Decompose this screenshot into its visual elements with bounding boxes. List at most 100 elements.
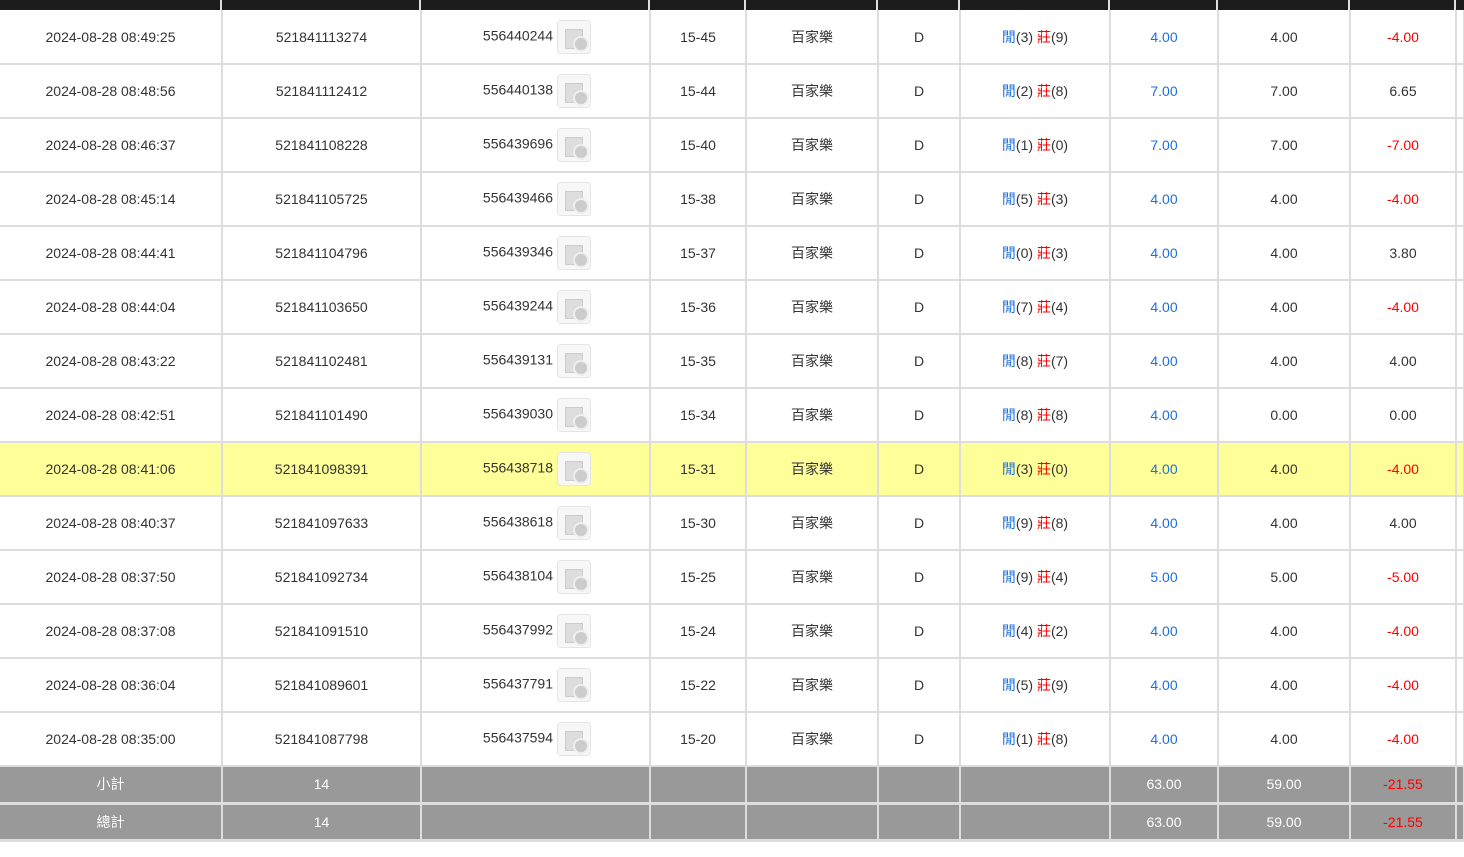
result-cell: 閒(9) 莊(4) [960,550,1111,605]
round-id-cell: 556439131 [421,334,651,389]
bet-id: 521841112412 [222,64,422,119]
table-number: 15-35 [650,334,747,389]
banker-score: (9) [1050,28,1069,45]
player-label: 閒 [1001,245,1016,261]
game-name: 百家樂 [746,64,879,119]
video-replay-icon[interactable] [557,722,591,756]
bet-amount: 4.00 [1110,334,1219,389]
win-loss: -4.00 [1350,172,1457,227]
player-label: 閒 [1001,461,1016,477]
round-id-cell: 556438618 [421,496,651,551]
table-number: 15-40 [650,118,747,173]
subtotal-count: 14 [222,766,422,805]
round-id: 556438618 [482,513,553,530]
player-label: 閒 [1001,677,1016,693]
table-number: 15-36 [650,280,747,335]
video-replay-icon[interactable] [557,560,591,594]
empty-cell [421,766,651,805]
video-replay-icon[interactable] [557,668,591,702]
video-replay-icon[interactable] [557,182,591,216]
win-loss: -4.00 [1350,442,1457,497]
banker-label: 莊 [1036,407,1051,423]
valid-amount: 4.00 [1218,712,1351,767]
video-replay-icon[interactable] [557,506,591,540]
table-number: 15-25 [650,550,747,605]
video-replay-icon[interactable] [557,614,591,648]
edge [1456,712,1464,767]
table-row: 2024-08-28 08:48:56 521841112412 556440138… [0,64,1464,119]
round-id-cell: 556440138 [421,64,651,119]
game-name: 百家樂 [746,118,879,173]
player-score: (5) [1015,677,1034,693]
round-id-cell: 556437594 [421,712,651,767]
subtotal-label: 小計 [0,766,223,805]
table-row: 2024-08-28 08:46:37 521841108228 556439696… [0,118,1464,173]
video-replay-icon[interactable] [557,19,591,54]
banker-score: (3) [1050,191,1069,207]
bet-amount: 4.00 [1110,388,1219,443]
player-score: (5) [1015,191,1034,207]
banker-label: 莊 [1036,461,1051,477]
edge [1456,280,1464,335]
bet-type: D [878,550,961,605]
banker-label: 莊 [1036,731,1051,747]
empty-cell [960,766,1111,805]
valid-amount: 4.00 [1218,658,1351,713]
video-replay-icon[interactable] [557,290,591,324]
win-loss: 6.65 [1350,64,1457,119]
valid-amount: 4.00 [1218,280,1351,335]
video-replay-icon[interactable] [557,398,591,432]
banker-label: 莊 [1036,623,1051,639]
bet-amount: 4.00 [1110,10,1219,65]
result-cell: 閒(3) 莊(0) [960,442,1111,497]
empty-cell [650,766,747,805]
valid-amount: 4.00 [1218,334,1351,389]
video-replay-icon[interactable] [557,128,591,162]
round-id: 556439131 [482,351,553,368]
result-cell: 閒(7) 莊(4) [960,280,1111,335]
round-id: 556438718 [482,459,553,476]
bet-time: 2024-08-28 08:40:37 [0,496,223,551]
player-score: (0) [1015,245,1034,261]
bet-time: 2024-08-28 08:43:22 [0,334,223,389]
player-label: 閒 [1001,299,1016,315]
bet-amount: 7.00 [1110,118,1219,173]
round-id: 556439696 [482,135,553,152]
bet-id: 521841097633 [222,496,422,551]
video-replay-icon[interactable] [557,452,591,486]
table-number: 15-20 [650,712,747,767]
valid-amount: 5.00 [1218,550,1351,605]
bet-time: 2024-08-28 08:49:25 [0,10,223,65]
video-replay-icon[interactable] [557,236,591,270]
round-id: 556437992 [482,621,553,638]
empty-cell [746,766,879,805]
bet-time: 2024-08-28 08:37:50 [0,550,223,605]
valid-amount: 4.00 [1218,496,1351,551]
win-loss: -4.00 [1350,280,1457,335]
edge [1456,226,1464,281]
player-label: 閒 [1001,515,1016,531]
edge [1456,803,1464,842]
result-cell: 閒(1) 莊(8) [960,712,1111,767]
round-id-cell: 556440244 [421,10,651,65]
table-row: 2024-08-28 08:37:50 521841092734 556438104… [0,550,1464,605]
banker-score: (9) [1050,677,1069,693]
bet-id: 521841089601 [222,658,422,713]
video-replay-icon[interactable] [557,344,591,378]
empty-cell [878,766,961,805]
video-replay-icon[interactable] [557,74,591,108]
edge [1456,550,1464,605]
win-loss: 4.00 [1350,496,1457,551]
win-loss: -7.00 [1350,118,1457,173]
banker-score: (8) [1050,407,1069,423]
bet-type: D [878,496,961,551]
result-cell: 閒(4) 莊(2) [960,604,1111,659]
bet-type: D [878,604,961,659]
bet-type: D [878,172,961,227]
table-row: 2024-08-28 08:37:08 521841091510 556437992… [0,604,1464,659]
total-win: -21.55 [1350,803,1457,842]
table-row: 2024-08-28 08:43:22 521841102481 556439131… [0,334,1464,389]
bet-type: D [878,280,961,335]
table-number: 15-37 [650,226,747,281]
table-row: 2024-08-28 08:44:04 521841103650 556439244… [0,280,1464,335]
